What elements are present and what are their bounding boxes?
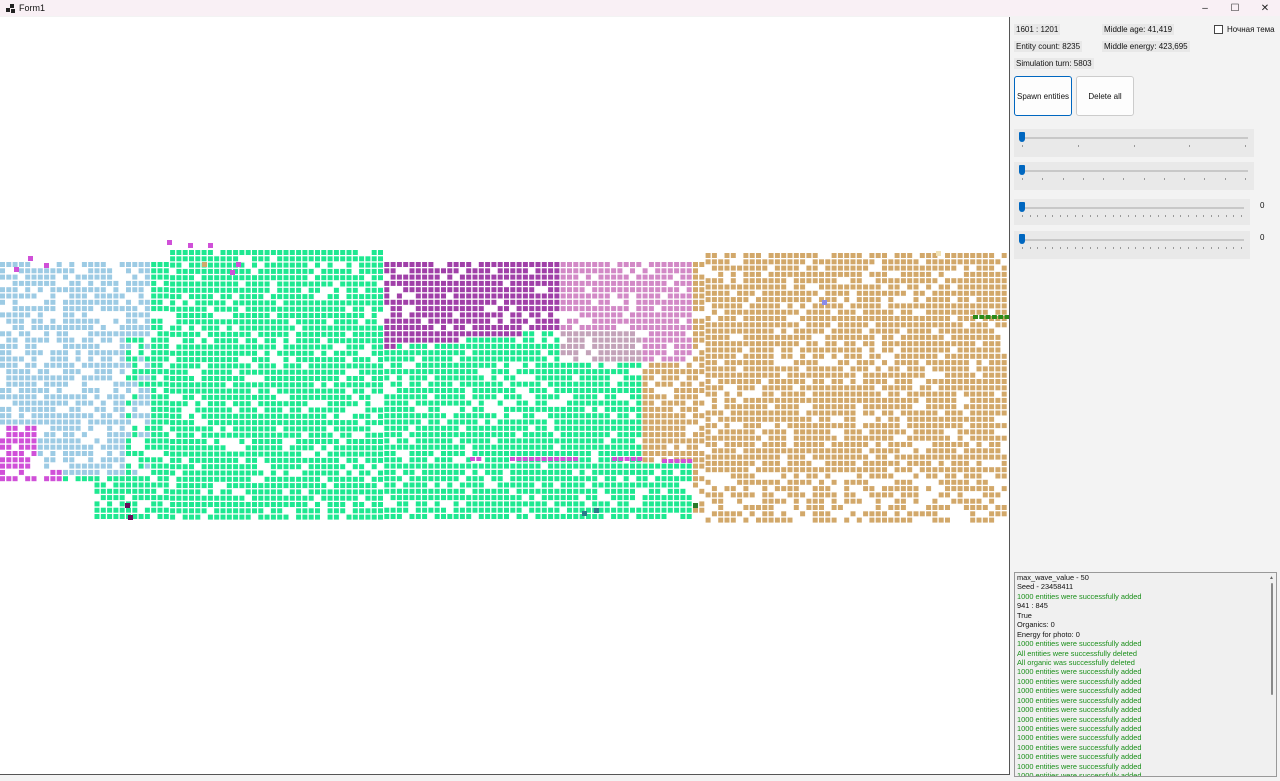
log-line: 1000 entities were successfully added [1017, 695, 1142, 705]
simulation-grid [0, 240, 1009, 523]
log-line: max_wave_value - 50 [1017, 573, 1089, 582]
slider-3-value: 0 [1260, 201, 1265, 210]
slider-thumb[interactable] [1019, 132, 1025, 142]
log-line: 1000 entities were successfully added [1017, 639, 1142, 649]
slider-thumb[interactable] [1019, 165, 1025, 175]
log-line: All entities were successfully deleted [1017, 648, 1137, 658]
entity-count-label: Entity count: 8235 [1014, 41, 1083, 52]
log-line: 1000 entities were successfully added [1017, 761, 1142, 771]
log-line: Energy for photo: 0 [1017, 629, 1080, 639]
scroll-up-icon[interactable]: ▲ [1269, 575, 1274, 581]
maximize-icon: ☐ [1230, 2, 1240, 14]
slider-1[interactable] [1014, 129, 1254, 157]
simulation-turn-label: Simulation turn: 5803 [1014, 58, 1094, 69]
slider-4[interactable] [1014, 231, 1250, 259]
maximize-button[interactable]: ☐ [1220, 0, 1250, 16]
spawn-entities-button[interactable]: Spawn entities [1014, 76, 1072, 116]
log-scrollbar[interactable] [1271, 583, 1273, 695]
log-line: True [1017, 610, 1032, 620]
title-bar: Form1 – ☐ ✕ [0, 0, 1280, 16]
log-line: 1000 entities were successfully added [1017, 742, 1142, 752]
log-lines: max_wave_value - 50 Seed - 23458411 1000 e… [1015, 573, 1276, 777]
window-title: Form1 [19, 3, 46, 13]
log-line: Organics: 0 [1017, 620, 1055, 630]
middle-energy-label: Middle energy: 423,695 [1102, 41, 1190, 52]
log-line: 1000 entities were successfully added [1017, 686, 1142, 696]
log-line: 1000 entities were successfully added [1017, 714, 1142, 724]
log-line: 1000 entities were successfully added [1017, 591, 1142, 601]
log-line: 1000 entities were successfully added [1017, 724, 1142, 733]
log-line: 1000 entities were successfully added [1017, 771, 1142, 777]
log-box[interactable]: max_wave_value - 50 Seed - 23458411 1000 e… [1014, 572, 1277, 777]
delete-all-button[interactable]: Delete all [1076, 76, 1134, 116]
close-icon: ✕ [1260, 2, 1270, 14]
resolution-label: 1601 : 1201 [1014, 24, 1061, 35]
simulation-canvas[interactable] [0, 17, 1010, 775]
checkbox-icon [1214, 25, 1223, 34]
log-line: 1000 entities were successfully added [1017, 667, 1142, 677]
minimize-button[interactable]: – [1190, 0, 1220, 16]
log-line: All organic was successfully deleted [1017, 657, 1135, 667]
night-theme-label: Ночная тема [1227, 25, 1275, 34]
log-line: 1000 entities were successfully added [1017, 705, 1142, 715]
slider-2[interactable] [1014, 162, 1254, 190]
middle-age-label: Middle age: 41,419 [1102, 24, 1175, 35]
log-line: 1000 entities were successfully added [1017, 733, 1142, 743]
log-line: 1000 entities were successfully added [1017, 676, 1142, 686]
slider-4-value: 0 [1260, 233, 1265, 242]
minimize-icon: – [1202, 2, 1208, 14]
slider-3[interactable] [1014, 199, 1250, 225]
slider-thumb[interactable] [1019, 202, 1025, 212]
night-theme-checkbox[interactable]: Ночная тема [1214, 25, 1275, 34]
log-line: 1000 entities were successfully added [1017, 752, 1142, 762]
close-button[interactable]: ✕ [1250, 0, 1280, 16]
log-line: 941 : 845 [1017, 601, 1048, 611]
log-line: Seed - 23458411 [1017, 582, 1074, 592]
slider-thumb[interactable] [1019, 234, 1025, 244]
app-icon [6, 3, 15, 13]
